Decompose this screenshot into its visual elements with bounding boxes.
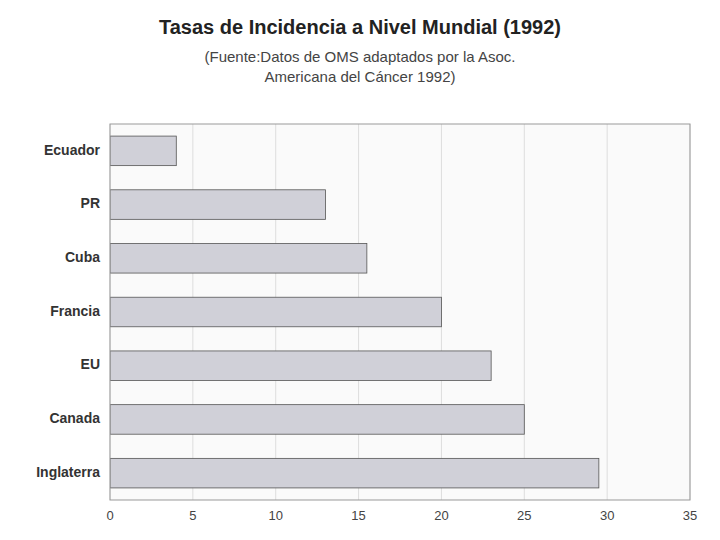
bars	[110, 136, 599, 488]
bar	[110, 405, 524, 435]
x-tick-label: 15	[351, 508, 365, 523]
y-tick-label: Ecuador	[44, 142, 101, 158]
grid-line	[524, 124, 525, 500]
grid	[110, 124, 690, 500]
x-tick-label: 30	[600, 508, 614, 523]
chart: Tasas de Incidencia a Nivel Mundial (199…	[0, 0, 720, 540]
bar	[110, 297, 441, 327]
y-axis: Ecuador PR Cuba Francia EU Canada Inglaterra	[36, 142, 100, 480]
y-tick-label: PR	[81, 195, 100, 211]
bar	[110, 136, 176, 166]
bar	[110, 351, 491, 381]
y-tick-label: EU	[81, 356, 100, 372]
grid-line	[607, 124, 608, 500]
plot-background	[110, 124, 690, 500]
page: {"chart_data": {"type": "bar", "orientat…	[0, 0, 720, 540]
x-tick-label: 10	[268, 508, 282, 523]
x-axis: 0 5 10 15 20 25 30 35	[106, 508, 697, 523]
y-tick-label: Francia	[50, 303, 100, 319]
x-tick-label: 25	[517, 508, 531, 523]
x-tick-label: 5	[189, 508, 196, 523]
x-tick-label: 0	[106, 508, 113, 523]
y-tick-label: Inglaterra	[36, 464, 100, 480]
y-tick-label: Cuba	[65, 249, 100, 265]
bar	[110, 458, 599, 488]
y-tick-label: Canada	[49, 410, 100, 426]
subtitle: (Fuente:Datos de OMS adaptados por la As…	[204, 48, 515, 65]
bar	[110, 190, 325, 220]
bar	[110, 244, 367, 274]
x-tick-label: 35	[683, 508, 697, 523]
title: Tasas de Incidencia a Nivel Mundial (199…	[159, 16, 561, 38]
x-tick-label: 20	[434, 508, 448, 523]
subtitle: Americana del Cáncer 1992)	[265, 68, 456, 85]
plot-frame	[110, 124, 690, 500]
